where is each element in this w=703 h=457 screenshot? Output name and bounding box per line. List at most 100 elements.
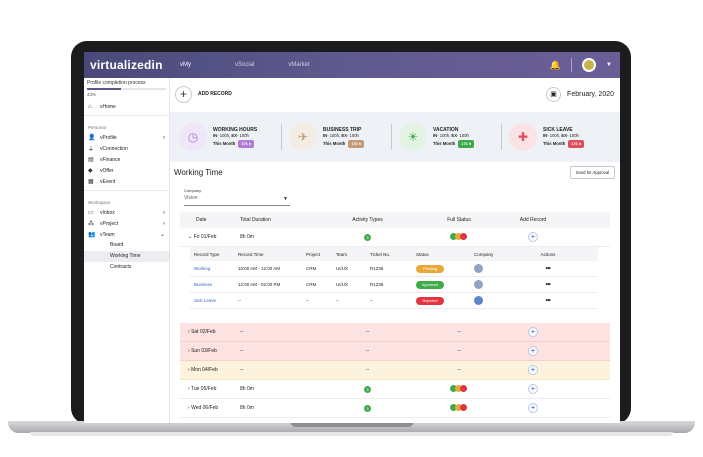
calendar-icon[interactable]: ▣ (546, 86, 562, 102)
chevron-right-icon[interactable]: › (188, 405, 190, 411)
chevron-right-icon[interactable]: › (188, 348, 190, 354)
card-ex-value: - 100h (237, 132, 249, 138)
table-row-expanded[interactable]: ⌄ Fri 01/Feb 8h 0m 3 + (180, 228, 610, 247)
record-project: CRM (306, 282, 317, 287)
sidebar-item-vevent[interactable]: ▦ vEvent (84, 176, 169, 187)
add-record-row-button[interactable]: + (528, 327, 538, 337)
record-time: -- (238, 298, 241, 303)
clock-icon: ◷ (179, 123, 207, 151)
add-record-row-button[interactable]: + (528, 346, 538, 356)
summary-cards: ◷ WORKING HOURS IN- 100h, EX- 100h This … (170, 112, 620, 162)
activity-count-badge: 3 (364, 385, 371, 393)
more-actions-icon[interactable]: ••• (545, 297, 551, 304)
table-row[interactable]: › Mon 04/Feb -- -- -- + (180, 361, 610, 380)
card-in-label: IN (543, 132, 548, 138)
table-gap (180, 309, 610, 323)
app-logo[interactable]: virtualizedin (90, 58, 163, 72)
row-full-status: -- (457, 367, 461, 373)
card-ex-value: - 100h (567, 132, 579, 138)
record-ticket: R1235 (370, 266, 384, 271)
sidebar-item-vprofile[interactable]: 👤 vProfile › (84, 132, 169, 143)
tab-vsocial[interactable]: vSocial (235, 62, 255, 68)
record-type-link[interactable]: Business (194, 282, 213, 287)
sidebar-item-vproject[interactable]: ⁂ vProject › (84, 218, 169, 229)
subtable-header: Record Type Record Time Project Team Tic… (190, 247, 598, 261)
activity-count-badge: 3 (364, 404, 371, 412)
chevron-down-icon[interactable]: ⌄ (188, 234, 193, 240)
add-record-row-button[interactable]: + (528, 365, 538, 375)
inbox-icon: ▭ (88, 210, 94, 216)
sidebar-subitem-board[interactable]: Board (110, 242, 124, 248)
subheader-actions: Actions (540, 251, 556, 257)
card-month-label: This Month (213, 140, 236, 146)
subheader-team: Team (336, 251, 348, 257)
table-row[interactable]: › Sun 03/Feb -- -- -- + (180, 342, 610, 361)
month-picker[interactable]: ▣ February, 2020 (546, 86, 614, 102)
card-in-value: - 100h, (217, 132, 231, 138)
record-row: Business 12:00 AM - 02:00 PM CRM UI/UX R… (190, 277, 598, 293)
sidebar-subitem-working-time[interactable]: Working Time (84, 251, 169, 262)
chevron-right-icon[interactable]: › (188, 386, 190, 392)
record-subtable: Record Type Record Time Project Team Tic… (190, 247, 598, 309)
row-duration: -- (240, 348, 244, 354)
company-select[interactable]: Company Vision ▼ (184, 188, 290, 206)
sidebar-item-label: vEvent (100, 178, 116, 185)
bell-icon[interactable]: 🔔 (549, 59, 562, 70)
row-full-status: -- (457, 329, 461, 335)
card-month-label: This Month (543, 140, 566, 146)
record-type-link[interactable]: Working (194, 266, 211, 271)
profile-progress-percent: 43% (87, 92, 97, 97)
user-avatar[interactable] (582, 58, 597, 72)
chevron-right-icon[interactable]: › (188, 329, 190, 335)
hospital-icon: ✚ (509, 123, 537, 151)
chevron-down-icon[interactable]: ▼ (606, 62, 612, 68)
header-add-record: Add Record (519, 217, 547, 223)
tab-vmy[interactable]: vMy (180, 62, 191, 68)
card-title: BUSINESS TRIP (323, 126, 362, 133)
sidebar-item-vconnection[interactable]: ⏚ vConnection (84, 143, 169, 154)
header-full-status: Full Status (447, 217, 471, 223)
add-record-row-button[interactable]: + (528, 403, 538, 413)
sidebar-item-label: vProject (100, 220, 119, 227)
sidebar-section-workspace: Workspace (88, 200, 111, 205)
plug-icon: ⏚ (88, 147, 95, 153)
add-record-row-button[interactable]: + (528, 384, 538, 394)
company-select-value: Vision (184, 195, 198, 201)
record-type-link[interactable]: Sick Leave (194, 298, 217, 303)
table-row[interactable]: › Tue 05/Feb 8h 0m 3 + (180, 380, 610, 399)
add-record-button[interactable]: + (175, 85, 192, 103)
add-record-label[interactable]: ADD RECORD (198, 91, 232, 97)
team-icon: 👥 (88, 232, 96, 238)
header-date: Date (196, 217, 207, 223)
sidebar-item-vinbox[interactable]: ▭ vInbox › (84, 207, 169, 218)
chevron-right-icon: › (163, 209, 165, 216)
row-duration: 8h 0m (240, 234, 254, 240)
sidebar-subitem-contracts[interactable]: Contracts (110, 264, 132, 270)
company-logo-icon (474, 263, 483, 273)
month-label: February, 2020 (567, 90, 614, 98)
table-row[interactable]: › Wed 06/Feb 8h 0m 3 + (180, 399, 610, 418)
subheader-status: Status (416, 251, 429, 257)
chevron-right-icon[interactable]: › (188, 367, 190, 373)
card-working-hours: ◷ WORKING HOURS IN- 100h, EX- 100h This … (174, 117, 284, 157)
project-icon: ⁂ (88, 221, 94, 227)
row-activity: -- (365, 367, 370, 373)
row-date: Sat 02/Feb (191, 329, 216, 335)
sidebar-item-vteam[interactable]: 👥 vTeam ⌄ (84, 229, 169, 240)
send-for-approval-button[interactable]: Send for Approval (569, 165, 615, 179)
tab-vmarket[interactable]: vMarket (288, 62, 310, 68)
sidebar-section-personal: Personal (88, 125, 106, 130)
table-row[interactable]: › Sat 02/Feb -- -- -- + (180, 323, 610, 342)
more-actions-icon[interactable]: ••• (545, 281, 551, 288)
add-record-row-button[interactable]: + (528, 232, 538, 242)
sidebar-item-vfinance[interactable]: ▤ vFinance (84, 154, 169, 165)
company-logo-icon (474, 295, 483, 305)
card-in-value: - 100h, (327, 132, 341, 138)
tag-icon: ◆ (88, 168, 93, 174)
more-actions-icon[interactable]: ••• (545, 265, 551, 272)
card-value-badge: 176 h (568, 139, 585, 148)
card-month-label: This Month (433, 140, 456, 146)
sidebar-item-voffer[interactable]: ◆ vOffer (84, 165, 169, 176)
sidebar-item-home[interactable]: ⌂ vHome (84, 101, 169, 112)
